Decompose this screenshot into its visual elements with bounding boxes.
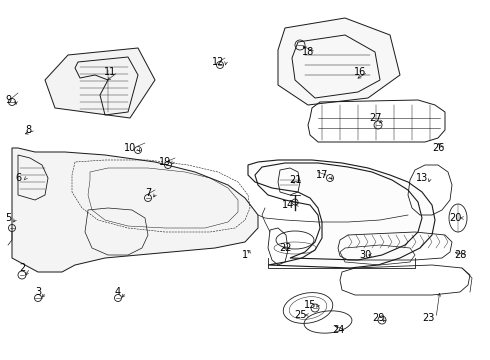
Text: 2: 2	[19, 263, 25, 273]
Text: 9: 9	[5, 95, 11, 105]
Text: 15: 15	[304, 300, 316, 310]
Text: 6: 6	[15, 173, 21, 183]
Text: 4: 4	[115, 287, 121, 297]
Text: 29: 29	[372, 313, 384, 323]
Text: 25: 25	[294, 310, 306, 320]
Text: 17: 17	[316, 170, 328, 180]
Text: 16: 16	[354, 67, 366, 77]
Text: 3: 3	[35, 287, 41, 297]
Text: 24: 24	[332, 325, 344, 335]
Text: 18: 18	[302, 47, 314, 57]
Text: 23: 23	[422, 313, 434, 323]
Text: 5: 5	[5, 213, 11, 223]
Text: 13: 13	[416, 173, 428, 183]
Text: 26: 26	[432, 143, 444, 153]
Polygon shape	[278, 18, 400, 105]
Text: 21: 21	[289, 175, 301, 185]
Text: 30: 30	[359, 250, 371, 260]
Polygon shape	[45, 48, 155, 118]
Text: 27: 27	[369, 113, 381, 123]
Text: 28: 28	[454, 250, 466, 260]
Text: 22: 22	[279, 243, 291, 253]
Text: 19: 19	[159, 157, 171, 167]
Polygon shape	[248, 160, 435, 268]
Text: 1: 1	[242, 250, 248, 260]
Text: 20: 20	[449, 213, 461, 223]
Polygon shape	[12, 148, 258, 272]
Text: 10: 10	[124, 143, 136, 153]
Text: 14: 14	[282, 200, 294, 210]
Text: 8: 8	[25, 125, 31, 135]
Text: 11: 11	[104, 67, 116, 77]
Text: 12: 12	[212, 57, 224, 67]
Text: 7: 7	[145, 188, 151, 198]
